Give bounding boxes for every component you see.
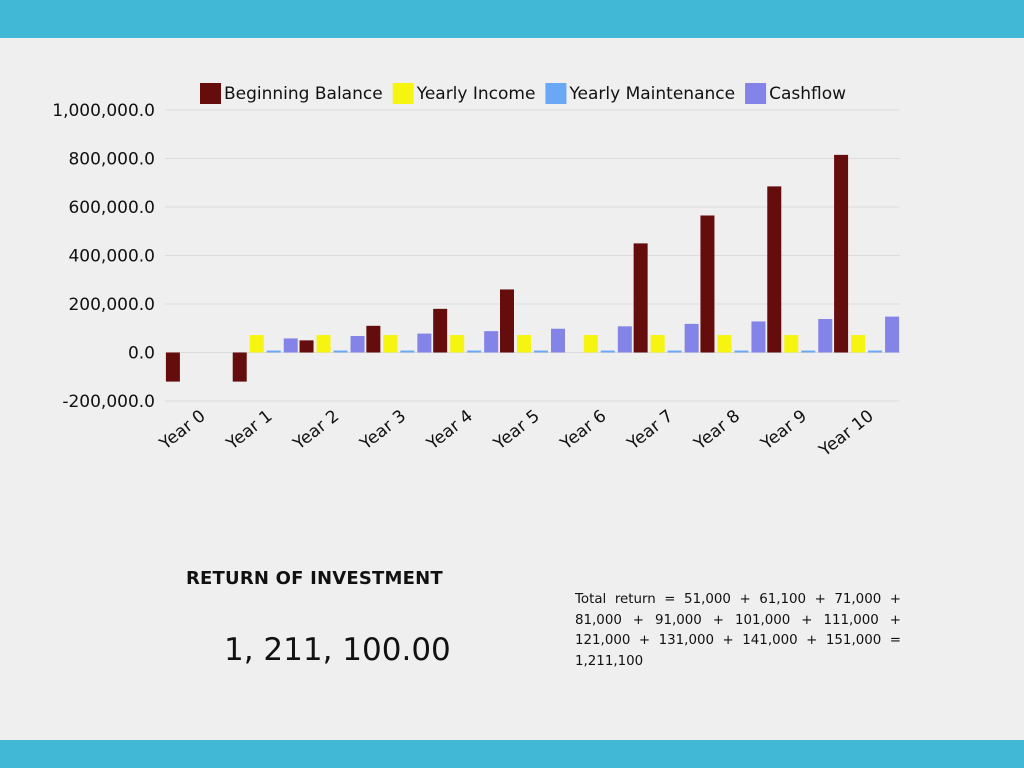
bar-yearly-maintenance-year-1: [266, 350, 281, 353]
legend-label-cashflow: Cashflow: [769, 84, 846, 104]
bar-beginning-balance-year-7: [633, 243, 648, 353]
total-return-formula: Total return = 51,000 + 61,100 + 71,000 …: [575, 592, 901, 669]
bar-yearly-income-year-10: [851, 335, 866, 353]
bar-beginning-balance-year-10: [834, 154, 849, 353]
bar-yearly-maintenance-year-7: [667, 350, 682, 353]
bar-yearly-income-year-6: [583, 335, 598, 353]
bar-yearly-income-year-9: [784, 335, 799, 353]
x-tick-label: Year 1: [222, 406, 276, 455]
bar-cashflow-year-9: [818, 319, 833, 353]
bar-beginning-balance-year-3: [366, 325, 381, 353]
bar-yearly-income-year-8: [717, 335, 732, 353]
y-tick-label: 600,000.0: [68, 198, 155, 218]
bar-beginning-balance-year-1: [232, 352, 247, 382]
bar-beginning-balance-year-9: [767, 186, 782, 353]
bar-yearly-income-year-3: [383, 335, 398, 353]
legend-label-yearly-income: Yearly Income: [416, 84, 536, 104]
legend-label-yearly-maintenance: Yearly Maintenance: [568, 84, 735, 104]
roi-heading: RETURN OF INVESTMENT: [186, 568, 443, 589]
chart-legend: Beginning Balance Yearly Income Yearly Mai…: [200, 83, 846, 104]
bar-yearly-maintenance-year-10: [868, 350, 883, 353]
x-tick-label: Year 9: [757, 406, 811, 455]
bar-cashflow-year-2: [350, 336, 365, 353]
x-axis: Year 0 Year 1 Year 2 Year 3 Year 4 Year 5 Year…: [155, 406, 877, 461]
x-tick-label: Year 10: [815, 406, 878, 461]
bar-cashflow-year-6: [617, 326, 632, 353]
bar-cashflow-year-5: [551, 328, 565, 353]
bar-yearly-income-year-4: [450, 335, 465, 353]
legend-swatch-cashflow: [745, 83, 767, 104]
cashflow-bar-chart: -200,000.0 0.0 200,000.0 400,000.0 600,000.0…: [52, 83, 900, 461]
legend-swatch-yearly-maintenance: [545, 83, 567, 104]
x-tick-label: Year 0: [155, 406, 209, 455]
x-tick-label: Year 6: [556, 406, 610, 455]
x-tick-label: Year 8: [690, 406, 744, 455]
bar-yearly-maintenance-year-2: [333, 350, 348, 353]
chart-bars: [165, 154, 900, 382]
bottom-band: [0, 740, 1024, 768]
y-tick-label: 1,000,000.0: [52, 101, 155, 121]
bar-cashflow-year-7: [684, 323, 699, 353]
roi-amount: 1, 211, 100.00: [224, 632, 451, 668]
y-tick-label: 800,000.0: [68, 150, 155, 170]
top-band: [0, 0, 1024, 38]
x-tick-label: Year 5: [489, 406, 543, 455]
y-tick-label: 200,000.0: [68, 295, 155, 315]
bar-cashflow-year-10: [885, 316, 900, 353]
bar-yearly-maintenance-year-9: [801, 350, 816, 353]
legend-swatch-yearly-income: [392, 83, 414, 104]
bar-yearly-income-year-5: [517, 335, 531, 353]
bar-beginning-balance-year-2: [299, 340, 314, 353]
bar-yearly-maintenance-year-4: [467, 350, 482, 353]
bar-cashflow-year-4: [484, 331, 499, 353]
bar-yearly-income-year-7: [650, 335, 665, 353]
bar-yearly-income-year-1: [249, 335, 264, 353]
bar-yearly-maintenance-year-6: [600, 350, 615, 353]
bar-yearly-income-year-2: [316, 335, 331, 353]
y-tick-label: -200,000.0: [62, 392, 155, 412]
chart-gridlines: [165, 109, 900, 402]
bar-beginning-balance-year-8: [700, 215, 715, 353]
bar-beginning-balance-year-4: [433, 308, 448, 353]
legend-swatch-beginning-balance: [200, 83, 221, 104]
legend-label-beginning-balance: Beginning Balance: [224, 84, 383, 104]
bar-cashflow-year-8: [751, 321, 766, 353]
x-tick-label: Year 7: [623, 406, 677, 455]
bar-yearly-maintenance-year-8: [734, 350, 749, 353]
bar-beginning-balance-year-5: [500, 289, 514, 353]
x-tick-label: Year 2: [289, 406, 343, 455]
y-tick-label: 0.0: [128, 344, 155, 364]
bar-yearly-maintenance-year-3: [400, 350, 415, 353]
bar-cashflow-year-3: [417, 333, 432, 353]
bar-cashflow-year-1: [283, 338, 298, 353]
x-tick-label: Year 4: [423, 406, 477, 455]
bar-beginning-balance-year-0: [165, 352, 180, 382]
bar-yearly-maintenance-year-5: [534, 350, 548, 353]
x-tick-label: Year 3: [356, 406, 410, 455]
y-tick-label: 400,000.0: [68, 247, 155, 267]
y-axis: -200,000.0 0.0 200,000.0 400,000.0 600,000.0…: [52, 101, 155, 412]
